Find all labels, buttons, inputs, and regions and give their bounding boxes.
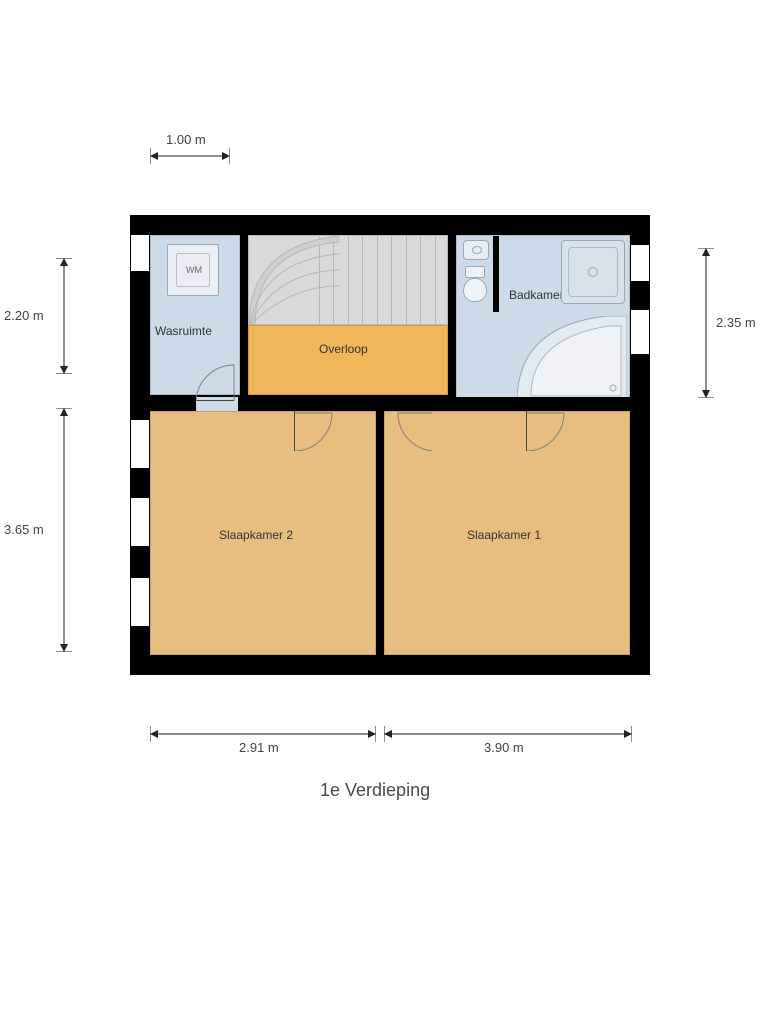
dimension-label-left-lower: 3.65 m [4,522,44,537]
stair-step [406,236,407,324]
fixture-bathtub [517,316,627,402]
room-badkamer: Badkamer [456,235,630,405]
fixture-shower [561,240,625,304]
wall-vert-bedrooms [376,411,384,655]
fixture-toilet [463,266,487,304]
dimension-bottom-left: 2.91 m [150,726,376,750]
stair-step [377,236,378,324]
dimension-bottom-right: 3.90 m [384,726,632,750]
dimension-label-right: 2.35 m [716,315,756,330]
dimension-label-bottom-left: 2.91 m [239,740,279,755]
window-left [131,235,149,271]
fixture-sink [463,240,489,260]
stair-step [391,236,392,324]
door-wasruimte-icon [196,361,236,401]
dimension-left-lower: 3.65 m [56,408,80,652]
dimension-right: 2.35 m [698,248,722,398]
dimension-top: 1.00 m [150,148,230,172]
room-stairs [248,235,448,325]
window-right [631,245,649,281]
fixture-label-wm: WM [186,265,202,275]
dimension-left-upper: 2.20 m [56,258,80,374]
dimension-label-left-upper: 2.20 m [4,308,44,323]
dimension-label-top: 1.00 m [166,132,206,147]
window-left [131,578,149,626]
door-slaap2-icon [294,411,334,451]
room-label-wasruimte: Wasruimte [155,324,212,338]
room-label-badkamer: Badkamer [509,288,564,302]
stairs-curve-icon [249,236,339,325]
stair-step [420,236,421,324]
dimension-label-bottom-right: 3.90 m [484,740,524,755]
room-label-slaapkamer2: Slaapkamer 2 [219,528,293,542]
stair-step [435,236,436,324]
room-slaapkamer-2: Slaapkamer 2 [150,411,376,655]
badkamer-partition [493,236,499,312]
fixture-washing-machine: WM [167,244,219,296]
door-badkamer-icon [526,411,566,451]
room-overloop: Overloop [248,325,448,395]
window-left [131,498,149,546]
stair-step [362,236,363,324]
window-right [631,310,649,354]
floorplan-canvas: Wasruimte WM Overloop Badkamer [0,0,768,1024]
window-left [131,420,149,468]
floorplan-title: 1e Verdieping [320,780,430,801]
stair-step [348,236,349,324]
plan-outline: Wasruimte WM Overloop Badkamer [130,215,650,675]
room-label-slaapkamer1: Slaapkamer 1 [467,528,541,542]
wall-vert-left [240,235,248,399]
wall-vert-mid [448,235,456,405]
door-slaap1-left-icon [392,411,432,451]
room-label-overloop: Overloop [319,342,368,356]
